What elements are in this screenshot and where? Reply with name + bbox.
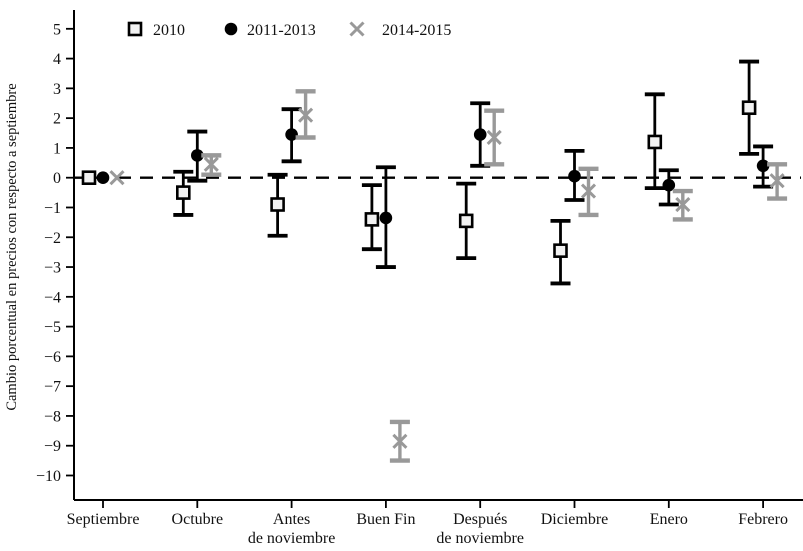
data-point: [295, 89, 316, 140]
y-axis-label: Cambio porcentual en precios con respect…: [4, 83, 20, 410]
x-tick-label: Septiembre: [67, 511, 140, 528]
legend-item-2011-2013: 2011-2013: [224, 22, 316, 39]
y-tick-label: 5: [53, 21, 61, 38]
data-point: [658, 168, 679, 207]
data-point: [644, 92, 665, 191]
x-marker-icon: [769, 173, 785, 189]
circle-marker-icon: [191, 149, 204, 162]
data-point: [739, 59, 760, 156]
square-marker-icon: [176, 185, 191, 200]
legend-item-2010: 2010: [127, 21, 185, 39]
square-marker-icon: [647, 134, 663, 150]
circle-marker-icon: [756, 159, 770, 173]
data-point: [550, 218, 571, 286]
data-point: [375, 165, 396, 269]
x-axis-ticks: Septiembre Octubre Antes de noviembre Buen F…: [67, 500, 788, 547]
data-point: [81, 170, 97, 185]
circle-marker-icon: [662, 178, 676, 192]
x-marker-icon: [392, 433, 408, 449]
x-tick-label: Buen Fin: [356, 511, 415, 528]
data-point: [361, 183, 382, 252]
y-axis-ticks: 5 4 3 2 1 0 −1 −2 −3 −4 −5 −6 −7 −8 −9 −10: [36, 21, 74, 485]
y-tick-label: −4: [44, 289, 61, 306]
series-2011-2013: [96, 101, 774, 269]
legend-label: 2011-2013: [247, 22, 316, 39]
legend-label: 2010: [153, 22, 185, 39]
circle-marker-icon: [568, 169, 581, 183]
y-tick-label: −6: [44, 349, 61, 366]
data-point: [201, 153, 222, 177]
x-marker-icon: [349, 21, 365, 37]
y-tick-label: 0: [53, 170, 61, 187]
circle-marker-icon: [379, 211, 393, 225]
x-marker-icon: [203, 156, 219, 172]
x-tick-label: Diciembre: [541, 511, 609, 528]
x-tick-label: Después: [453, 511, 507, 528]
y-tick-label: 2: [53, 111, 61, 128]
circle-marker-icon: [96, 171, 110, 184]
series-2010: [81, 59, 760, 286]
square-marker-icon: [741, 100, 757, 116]
legend-item-2014-2015: 2014-2015: [349, 21, 451, 39]
x-tick-label: de noviembre: [248, 530, 336, 547]
y-tick-label: −5: [44, 319, 61, 336]
square-marker-icon: [364, 212, 380, 227]
y-tick-label: −2: [44, 230, 61, 247]
y-tick-label: −9: [44, 438, 61, 455]
y-tick-label: −1: [44, 200, 61, 217]
x-marker-icon: [109, 170, 125, 186]
y-tick-label: −7: [44, 379, 61, 396]
x-tick-label: Antes: [273, 511, 310, 528]
data-point: [578, 166, 599, 218]
y-tick-label: 1: [53, 140, 61, 157]
data-point: [767, 162, 788, 201]
data-point: [564, 148, 585, 202]
x-tick-label: Febrero: [738, 511, 788, 528]
square-marker-icon: [127, 21, 143, 37]
chart-legend: 2010 2011-2013 2014-2015: [127, 21, 451, 39]
data-point: [96, 171, 110, 184]
data-point: [267, 172, 288, 238]
y-tick-label: 4: [53, 51, 61, 68]
data-point: [753, 144, 774, 189]
data-point: [389, 419, 410, 463]
square-marker-icon: [81, 170, 97, 185]
circle-marker-icon: [473, 128, 487, 141]
data-point: [456, 181, 477, 261]
x-tick-label: Enero: [650, 511, 688, 528]
y-tick-label: −10: [36, 468, 61, 485]
circle-marker-icon: [224, 22, 238, 36]
square-marker-icon: [553, 243, 568, 258]
data-point: [281, 107, 302, 164]
y-tick-label: 3: [53, 81, 61, 98]
series-2014-2015: [109, 89, 788, 463]
data-point: [187, 129, 208, 183]
x-tick-label: de noviembre: [436, 530, 524, 547]
axes: [73, 10, 803, 501]
data-point: [672, 188, 693, 222]
circle-marker-icon: [285, 128, 298, 141]
data-point: [470, 101, 491, 168]
x-marker-icon: [675, 196, 691, 213]
y-tick-label: −8: [44, 408, 61, 425]
data-point: [173, 169, 194, 217]
x-marker-icon: [298, 107, 314, 123]
square-marker-icon: [458, 213, 474, 229]
x-tick-label: Octubre: [172, 511, 224, 528]
data-point: [484, 108, 505, 167]
square-marker-icon: [270, 197, 285, 212]
data-series: [81, 59, 788, 463]
data-point: [109, 170, 125, 186]
legend-label: 2014-2015: [382, 22, 451, 39]
y-tick-label: −3: [44, 260, 61, 277]
x-marker-icon: [580, 183, 597, 199]
x-marker-icon: [486, 129, 502, 146]
